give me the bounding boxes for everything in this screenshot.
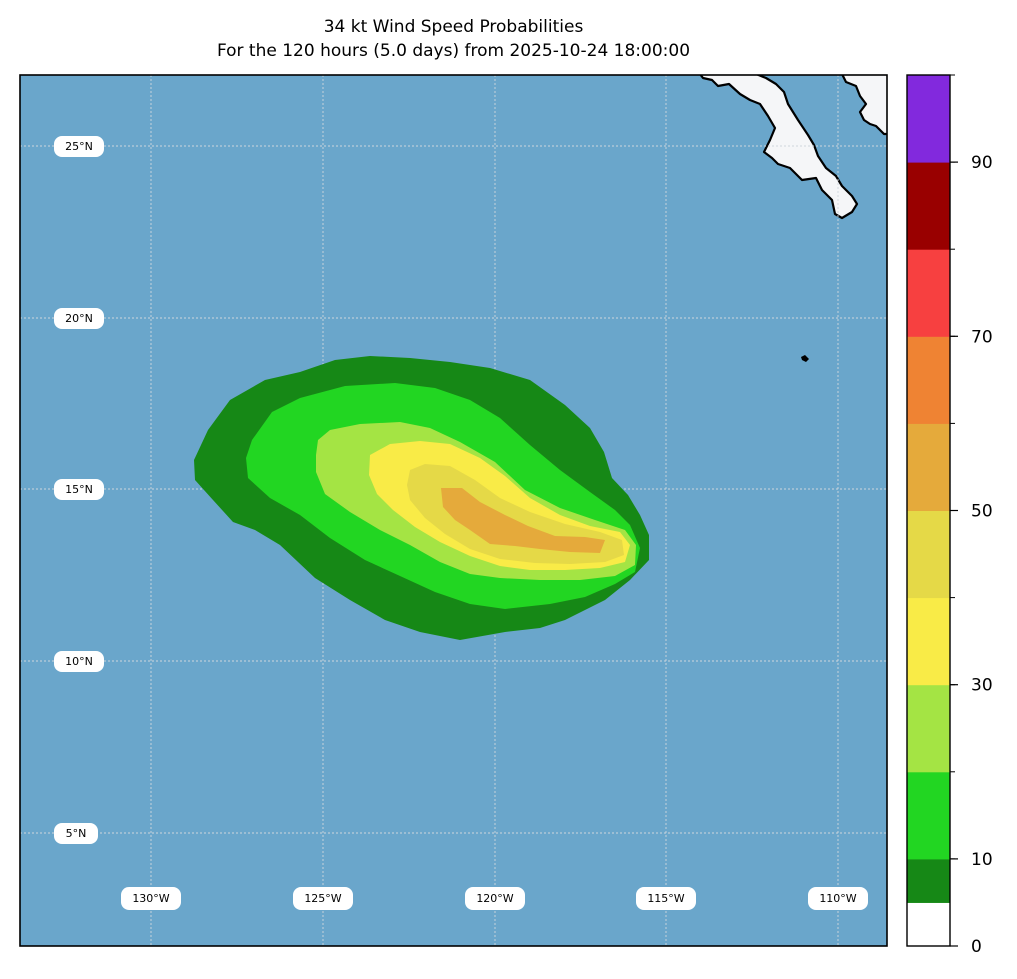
island-marker [801, 355, 809, 362]
lat-label-20: 20°N [65, 312, 93, 325]
colorbar-tick-label: 0 [971, 937, 982, 957]
colorbar-tick-label: 70 [971, 327, 993, 347]
land-mainland-mexico [841, 75, 887, 136]
lat-label-5: 5°N [66, 827, 87, 840]
colorbar-segment-60-70 [907, 336, 950, 424]
lon-label-125: 125°W [304, 892, 341, 905]
colorbar-segment-80-90 [907, 162, 950, 250]
lat-label-10: 10°N [65, 655, 93, 668]
colorbar-segment-30-40 [907, 597, 950, 686]
lat-labels: 25°N 20°N 15°N 10°N 5°N [54, 136, 104, 844]
colorbar-segment-20-30 [907, 684, 950, 773]
lon-label-120: 120°W [476, 892, 513, 905]
chart-title: 34 kt Wind Speed Probabilities [323, 17, 584, 37]
colorbar-segment-50-60 [907, 423, 950, 511]
lat-label-15: 15°N [65, 483, 93, 496]
lon-label-110: 110°W [819, 892, 856, 905]
map-frame [19, 74, 888, 947]
chart-subtitle: For the 120 hours (5.0 days) from 2025-1… [216, 41, 691, 61]
land-baja-california [699, 75, 859, 220]
contour-50-60 [441, 488, 605, 553]
colorbar-segment-90-100 [907, 75, 950, 163]
colorbar-tick-label: 30 [971, 676, 993, 696]
lon-label-115: 115°W [647, 892, 684, 905]
colorbar-segment-5-10 [907, 858, 950, 903]
lat-label-25: 25°N [65, 140, 93, 153]
colorbar-tick-label: 50 [971, 502, 993, 522]
lon-labels: 130°W 125°W 120°W 115°W 110°W [121, 887, 868, 910]
colorbar-segment-70-80 [907, 249, 950, 337]
lon-label-130: 130°W [132, 892, 169, 905]
colorbar-segment-10-20 [907, 771, 950, 860]
map-area [20, 75, 887, 946]
colorbar-tick-label: 90 [971, 153, 993, 173]
gridlines [20, 75, 887, 946]
colorbar-segment-0-5 [907, 902, 950, 947]
colorbar: 0 10 30 50 70 90 [906, 74, 993, 957]
colorbar-segment-40-50 [907, 510, 950, 599]
colorbar-tick-label: 10 [971, 850, 993, 870]
